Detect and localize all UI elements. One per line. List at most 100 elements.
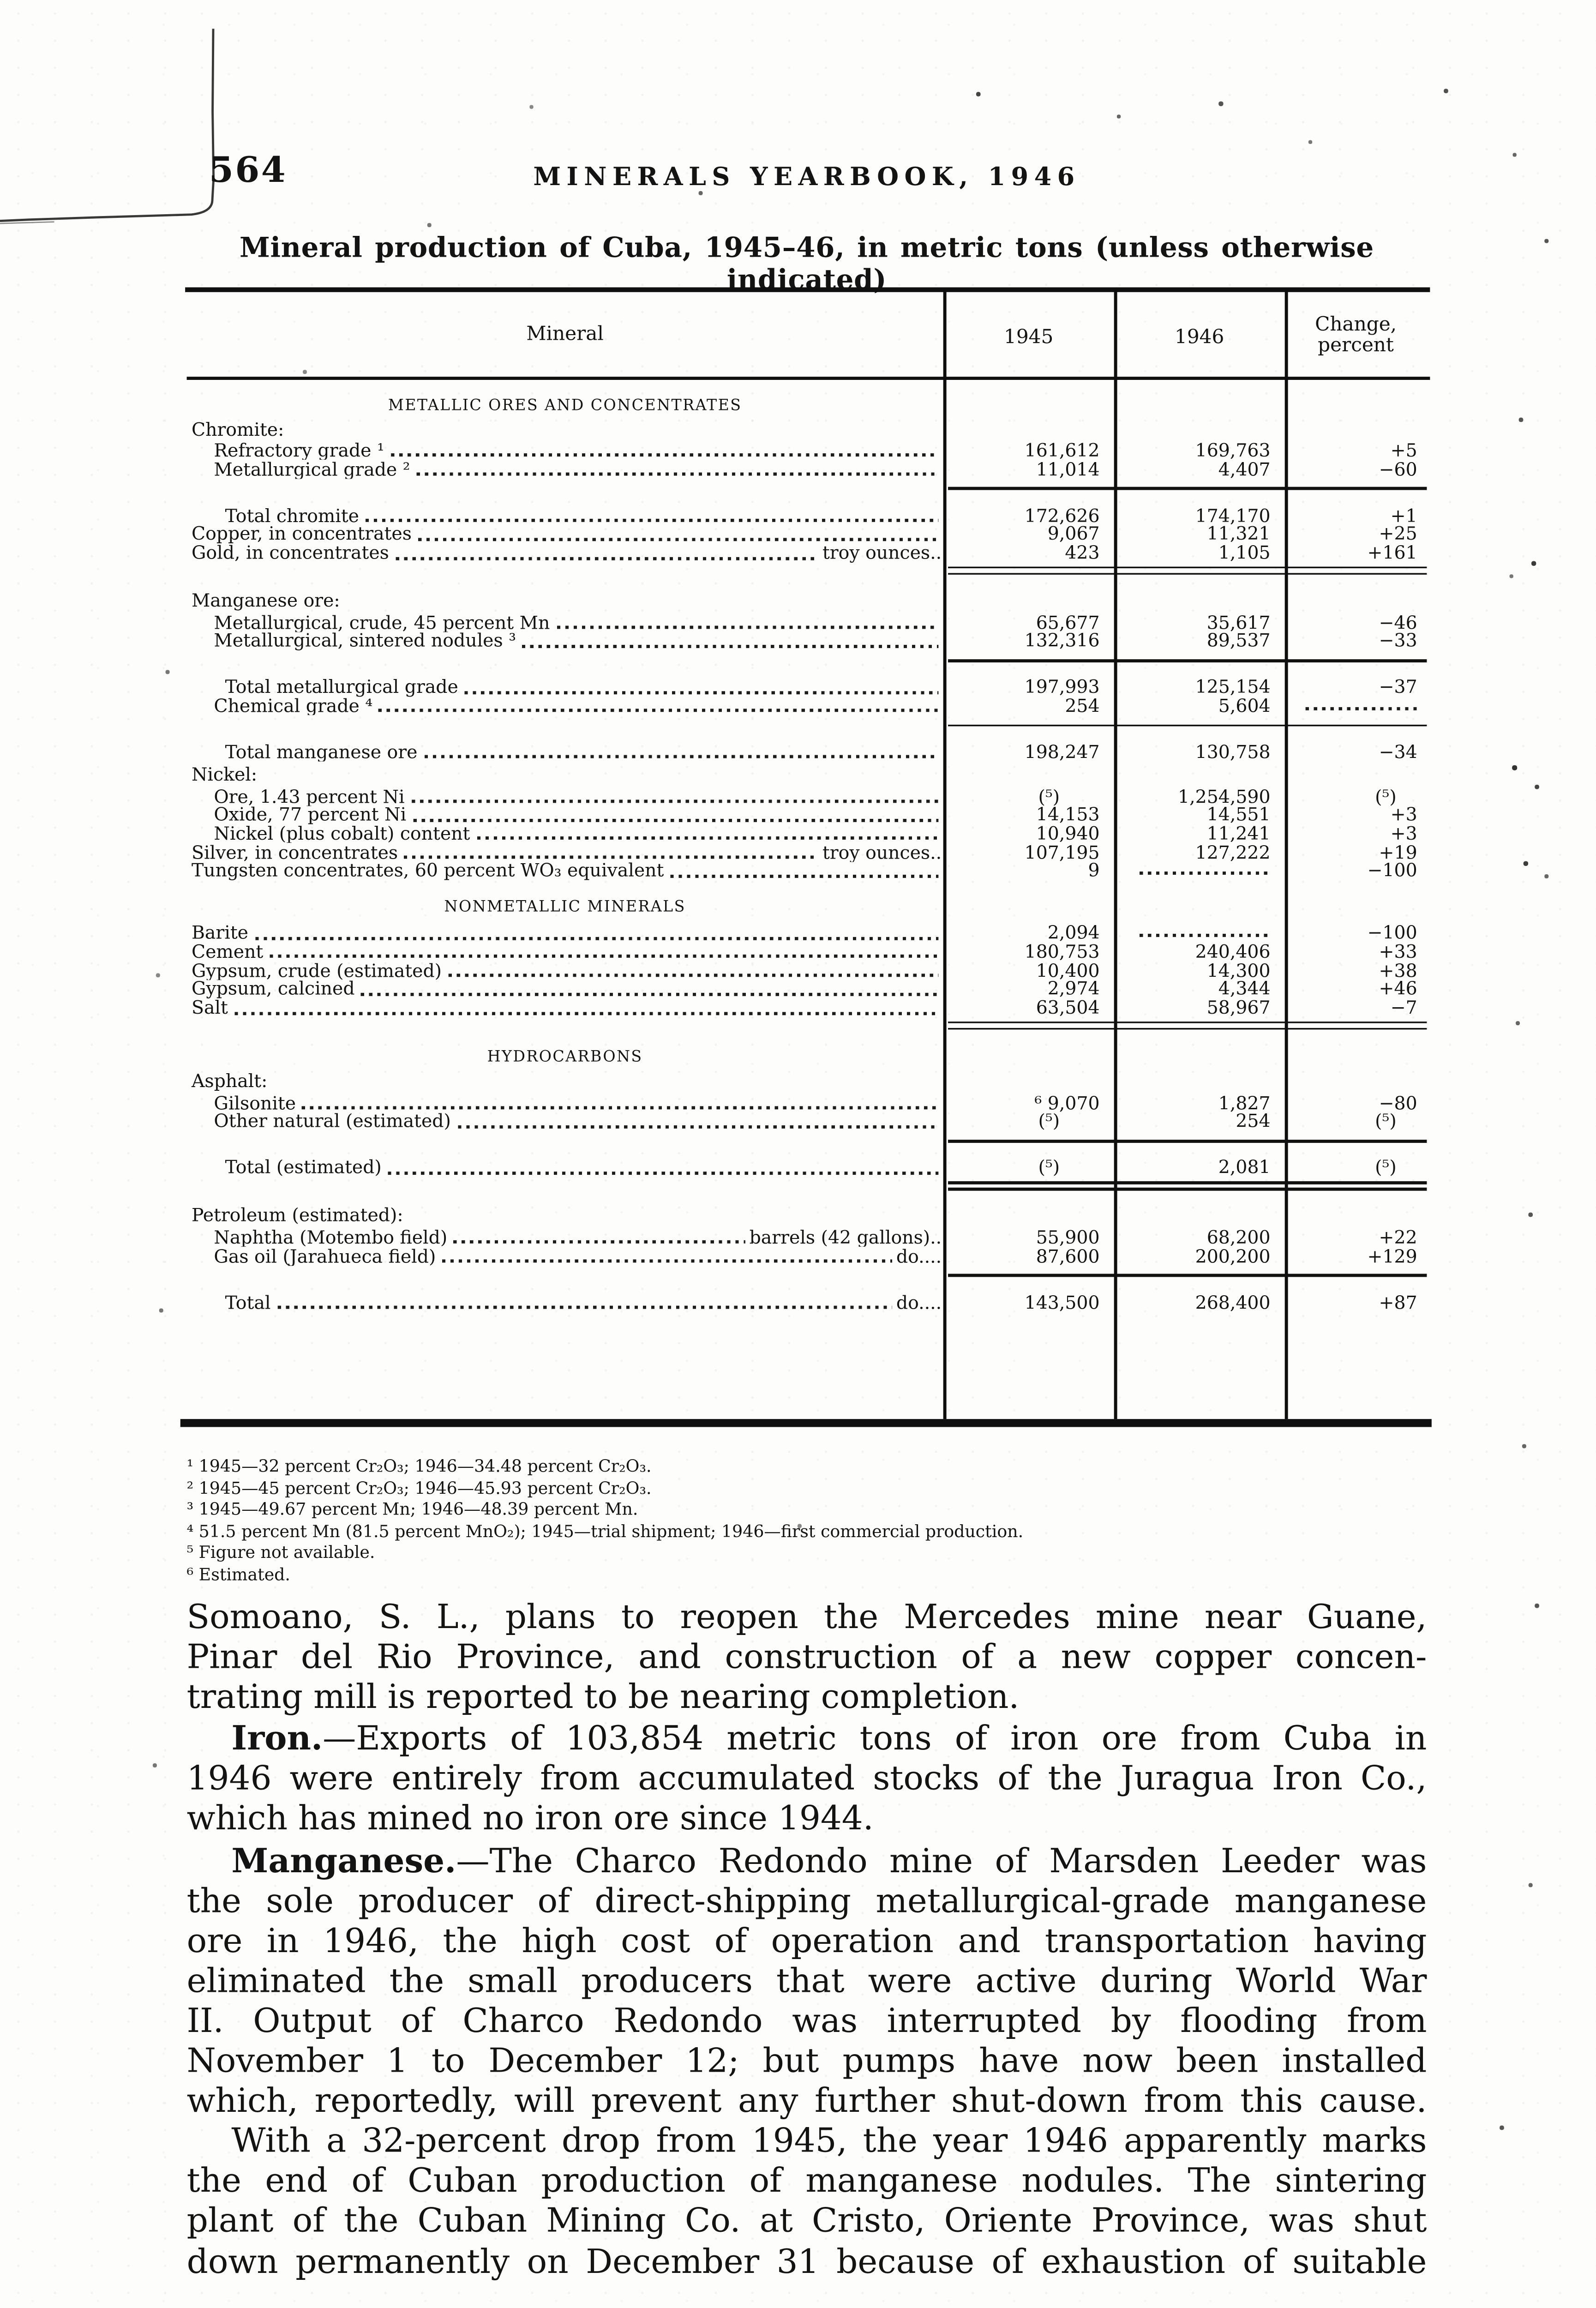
table-row: Salt 63,504 58,967 −7 <box>187 996 1427 1019</box>
body-paragraph: With a 32-percent drop from 1945, the ye… <box>187 2122 1427 2282</box>
body-line-text: 1946 were entirely from accumulated stoc… <box>186 1760 1427 1798</box>
table-row: Total (estimated) (⁵) 2,081 (⁵) <box>187 1156 1427 1179</box>
column-header-1946: 1946 <box>1175 325 1224 348</box>
value-1946: 4,344 <box>1218 977 1271 1000</box>
row-label: Nickel (plus cobalt) content <box>214 823 470 843</box>
change-value: −80 <box>1379 1091 1417 1114</box>
column-divider <box>1284 290 1288 1419</box>
mineral-cell: METALLIC ORES AND CONCENTRATES <box>187 397 943 416</box>
table-row: Nickel: <box>187 764 1427 786</box>
change-value: +25 <box>1379 523 1417 545</box>
body-line: which has mined no iron ore since 1944. <box>187 1800 1427 1840</box>
value-1945: 254 <box>1065 694 1100 717</box>
dotted-leader <box>556 625 939 629</box>
mineral-cell: Petroleum (estimated): <box>187 1206 943 1226</box>
change-value: −34 <box>1379 740 1417 763</box>
body-paragraph: Iron.—Exports of 103,854 metric tons of … <box>187 1718 1427 1840</box>
dotted-leader <box>448 974 939 977</box>
body-text: Somoano, S. L., plans to reopen the Merc… <box>187 1598 1427 2282</box>
body-line-text: down permanently on December 31 because … <box>186 2242 1427 2280</box>
table-row: Barite 2,094 −100 <box>187 921 1427 944</box>
subtotal-rule <box>948 487 1427 490</box>
dotted-leader <box>390 454 939 457</box>
body-line: November 1 to December 12; but pumps hav… <box>187 2042 1427 2082</box>
change-value: +1 <box>1390 504 1417 527</box>
row-label: Gas oil (Jarahueca field) <box>214 1245 436 1266</box>
section-divider-double-rule <box>948 1021 1427 1024</box>
row-label: Gilsonite <box>214 1093 296 1113</box>
mineral-production-table: Mineral 1945 1946 Change, percent METALL… <box>180 0 1432 1444</box>
change-value: −37 <box>1379 675 1417 698</box>
row-label: Chemical grade ⁴ <box>214 696 373 716</box>
body-paragraph: Manganese.—The Charco Redondo mine of Ma… <box>187 1840 1427 2122</box>
value-1946: 68,200 <box>1206 1226 1271 1248</box>
dotted-leader <box>424 756 939 759</box>
table-row: Chemical grade ⁴ 254 5,604 <box>187 694 1427 717</box>
table-row: Total metallurgical grade 197,993 125,154 −… <box>187 677 1427 698</box>
row-label: Gypsum, crude (estimated) <box>191 960 442 980</box>
table-row: Tungsten concentrates, 60 percent WO₃ eq… <box>187 860 1427 882</box>
change-value: −33 <box>1379 629 1417 652</box>
body-line: the end of Cuban production of manganese… <box>187 2162 1427 2202</box>
change-value <box>1285 696 1427 716</box>
nil-dash-leader <box>1306 707 1417 710</box>
change-value: (⁵) <box>1375 1156 1397 1179</box>
mineral-cell: Manganese ore: <box>187 591 943 611</box>
body-line-text: November 1 to December 12; but pumps hav… <box>186 2041 1427 2080</box>
body-line-text: the sole producer of direct-shipping met… <box>186 1881 1427 1920</box>
mineral-cell: Gypsum, crude (estimated) <box>187 961 943 980</box>
mineral-cell: Metallurgical, sintered nodules ³ <box>187 631 943 651</box>
row-label: Other natural (estimated) <box>214 1111 451 1131</box>
row-label: Silver, in concentrates <box>191 842 398 862</box>
mineral-cell: Cement <box>187 942 943 962</box>
value-1945: 197,993 <box>1024 675 1100 698</box>
section-divider-double-rule <box>948 1187 1427 1190</box>
value-1946: 200,200 <box>1195 1244 1271 1267</box>
mineral-cell: Other natural (estimated) <box>187 1112 943 1131</box>
mineral-cell: Refractory grade ¹ <box>187 440 943 460</box>
row-label: Copper, in concentrates <box>191 524 412 544</box>
table-row: Cement 180,753 240,406 +33 <box>187 940 1427 963</box>
dotted-leader <box>270 955 939 959</box>
value-1945: 132,316 <box>1024 629 1100 652</box>
row-label: Total <box>225 1292 271 1312</box>
change-value: +33 <box>1379 940 1417 963</box>
value-1945: 10,400 <box>1036 959 1100 981</box>
dotted-leader <box>404 855 818 859</box>
table-row: Ore, 1.43 percent Ni (⁵) 1,254,590 (⁵) <box>187 786 1427 807</box>
footnote-line: ⁵ Figure not available. <box>186 1544 375 1563</box>
column-header-1945: 1945 <box>1004 325 1054 348</box>
dotted-leader <box>442 1259 892 1262</box>
body-line-text: II. Output of Charco Redondo was interru… <box>186 2001 1427 2040</box>
body-line: plant of the Cuban Mining Co. at Cristo,… <box>187 2202 1427 2242</box>
row-label: Ore, 1.43 percent Ni <box>214 786 405 806</box>
table-row: Total manganese ore 198,247 130,758 −34 <box>187 742 1427 763</box>
dotted-leader <box>388 1171 939 1175</box>
dotted-leader <box>395 556 818 560</box>
value-1946: 130,758 <box>1195 740 1271 763</box>
table-row: Metallurgical, crude, 45 percent Mn 65,67… <box>187 612 1427 633</box>
dotted-leader <box>454 1240 745 1244</box>
table-row: Gypsum, calcined 2,974 4,344 +46 <box>187 979 1427 1000</box>
change-value: −7 <box>1390 996 1417 1019</box>
footnotes: ¹ 1945—32 percent Cr₂O₃; 1946—34.48 perc… <box>187 1457 1427 1587</box>
body-line-text: Pinar del Rio Province, and construction… <box>186 1638 1427 1677</box>
dotted-leader <box>416 472 939 476</box>
value-1945: 10,940 <box>1036 822 1100 844</box>
value-1946 <box>1114 923 1285 943</box>
value-1946: 174,170 <box>1195 504 1271 527</box>
mineral-cell: Nickel: <box>187 764 943 784</box>
row-label: Total chromite <box>225 505 359 526</box>
table-row: Gold, in concentrates troy ounces.. 423 1,1… <box>187 542 1427 564</box>
section-divider-double-rule <box>948 1181 1427 1184</box>
dotted-leader <box>254 936 939 940</box>
change-value: −100 <box>1367 921 1417 944</box>
row-label: Metallurgical grade ² <box>214 459 410 479</box>
value-1945: (⁵) <box>1038 1110 1060 1132</box>
section-heading-label: HYDROCARBONS <box>487 1049 643 1067</box>
row-label: Barite <box>191 923 248 943</box>
section-heading-label: NONMETALLIC MINERALS <box>444 899 686 917</box>
value-1946: 268,400 <box>1195 1290 1271 1313</box>
change-value: (⁵) <box>1375 784 1397 807</box>
value-1946: 14,300 <box>1206 959 1271 981</box>
